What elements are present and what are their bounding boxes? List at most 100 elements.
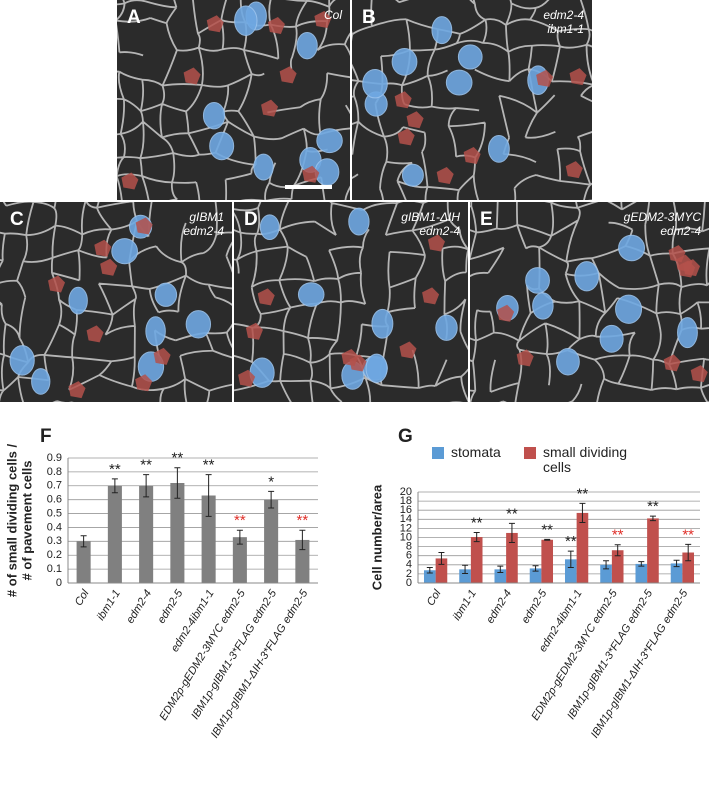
dividing-cell xyxy=(349,354,367,372)
dividing-cell xyxy=(302,165,320,183)
dividing-cell xyxy=(569,68,587,86)
stoma xyxy=(348,207,370,236)
stoma xyxy=(365,353,388,383)
dividing-cell xyxy=(48,275,66,293)
dividing-cell xyxy=(94,239,112,257)
significance: ** xyxy=(471,514,483,531)
panel-label: edm2-4 xyxy=(543,8,584,22)
panel-label: Col xyxy=(324,8,342,22)
y-tick-label: 4 xyxy=(406,559,412,571)
legend-label: stomata xyxy=(451,444,501,460)
panel-label: edm2-4 xyxy=(660,224,701,238)
significance: ** xyxy=(109,461,121,478)
panel-label: gEDM2-3MYC xyxy=(624,210,702,224)
panel-letter: B xyxy=(362,7,376,28)
stoma xyxy=(487,135,510,163)
dividing-cell xyxy=(422,287,440,305)
stoma xyxy=(202,101,226,130)
bar xyxy=(611,550,624,583)
y-axis-label: # of small dividing cells / xyxy=(4,444,19,598)
panel-letter: E xyxy=(480,209,493,230)
bar xyxy=(107,485,122,583)
y-tick-label: 0.2 xyxy=(47,549,62,561)
x-tick-label: edm2-4 xyxy=(484,588,514,626)
x-tick-label: Col xyxy=(73,587,92,608)
stoma xyxy=(556,348,580,376)
y-tick-label: 0.4 xyxy=(47,521,62,533)
dividing-cell xyxy=(536,69,554,87)
bar xyxy=(435,558,448,583)
error-bar xyxy=(579,502,586,523)
error-bar xyxy=(508,522,515,544)
bar xyxy=(541,539,554,583)
stoma xyxy=(209,131,235,161)
stoma xyxy=(574,261,600,292)
y-tick-label: 0 xyxy=(56,577,62,589)
y-tick-label: 0.3 xyxy=(47,535,62,547)
cell-walls xyxy=(352,0,592,200)
stoma xyxy=(525,267,550,294)
error-bar xyxy=(268,490,275,509)
error-bar xyxy=(80,535,87,548)
panel-label: gIBM1 xyxy=(189,210,224,224)
legend-swatch xyxy=(432,447,444,459)
dividing-cell xyxy=(399,341,417,359)
stoma xyxy=(185,310,212,339)
stoma xyxy=(401,163,424,187)
stoma xyxy=(391,47,418,76)
significance: ** xyxy=(140,457,152,474)
dividing-cell xyxy=(406,111,424,129)
x-tick-label: edm2-5 xyxy=(155,587,185,626)
dividing-cell xyxy=(668,245,686,263)
dividing-cell xyxy=(394,91,412,109)
micrograph xyxy=(117,0,350,200)
stoma xyxy=(314,158,340,186)
y-tick-label: 2 xyxy=(406,568,412,580)
dividing-cell xyxy=(463,147,481,165)
panel-label: gIBM1-ΔIH xyxy=(401,210,460,224)
stoma xyxy=(615,294,643,324)
y-tick-label: 12 xyxy=(400,522,412,534)
significance: ** xyxy=(682,526,694,543)
y-tick-label: 18 xyxy=(400,495,412,507)
bar xyxy=(564,559,577,583)
bar xyxy=(529,568,542,583)
y-tick-label: 20 xyxy=(400,486,412,498)
panel-letter: F xyxy=(40,426,52,447)
stoma xyxy=(457,44,483,70)
dividing-cell xyxy=(314,10,332,28)
significance: ** xyxy=(506,505,518,522)
stoma xyxy=(599,324,624,353)
error-bar xyxy=(299,529,306,551)
stoma xyxy=(9,345,35,376)
x-tick-label: Col xyxy=(425,587,444,608)
y-tick-label: 0.9 xyxy=(47,452,62,464)
dividing-cell xyxy=(68,381,86,399)
stoma xyxy=(371,308,394,339)
dividing-cell xyxy=(497,304,515,322)
x-tick-label: ibm1-1 xyxy=(95,588,123,623)
y-tick-label: 0.5 xyxy=(47,507,62,519)
bar xyxy=(76,541,91,583)
bar xyxy=(139,485,154,583)
bar xyxy=(506,532,518,583)
error-bar xyxy=(462,564,469,574)
significance: ** xyxy=(297,512,309,529)
stoma xyxy=(253,153,274,181)
panel-letter: D xyxy=(244,209,258,230)
dividing-cell xyxy=(436,167,454,185)
y-axis-label: # of pavement cells xyxy=(19,461,34,581)
error-bar xyxy=(236,529,243,545)
dividing-cell xyxy=(86,325,104,343)
bar xyxy=(423,570,436,583)
dividing-cell xyxy=(663,354,681,372)
bar xyxy=(295,539,310,583)
bar xyxy=(459,569,471,583)
error-bar xyxy=(473,531,480,543)
stoma xyxy=(145,316,166,347)
dividing-cell xyxy=(100,258,118,276)
bar xyxy=(494,569,507,583)
error-bar xyxy=(143,474,150,498)
bar xyxy=(635,563,648,583)
dividing-cell xyxy=(397,128,415,146)
